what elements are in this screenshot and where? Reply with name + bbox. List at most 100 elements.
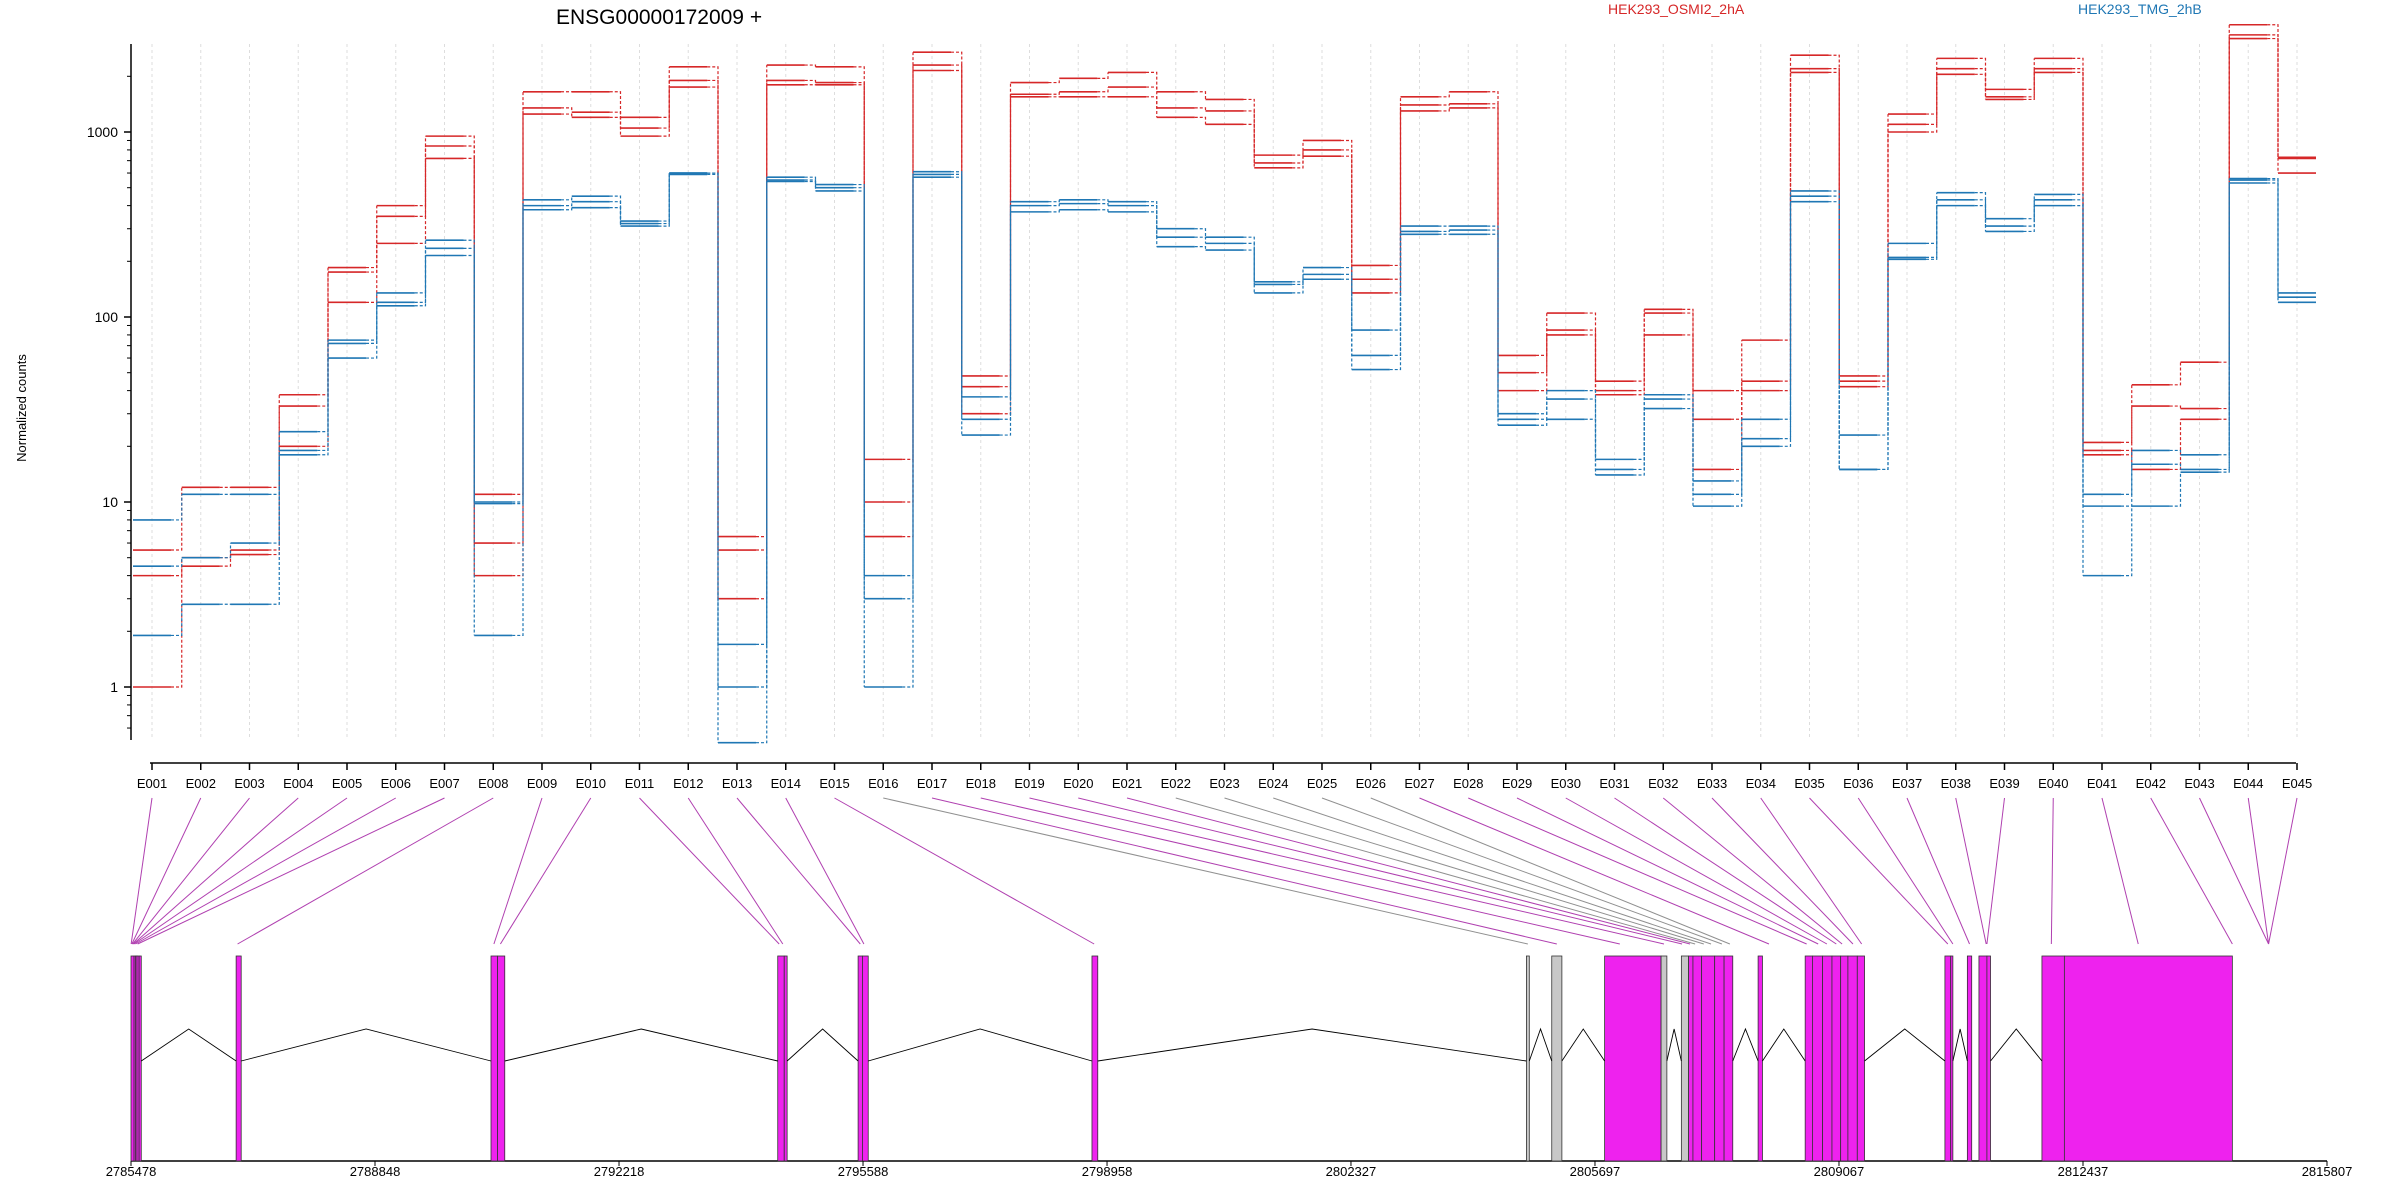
exon-block — [1950, 955, 1954, 1162]
series-connector — [1243, 123, 1255, 168]
coord-label: 2805697 — [1570, 1164, 1621, 1179]
series-connector — [2169, 419, 2182, 471]
x-tick-label-e030: E030 — [1551, 776, 1581, 791]
intron-line — [504, 1028, 778, 1062]
exon-block — [2063, 955, 2233, 1162]
series-connector — [1292, 149, 1304, 164]
series-connector — [707, 86, 719, 599]
exon-block — [1692, 955, 1703, 1162]
series-connector — [609, 116, 622, 137]
series-connector — [268, 450, 280, 605]
x-tick-label-e041: E041 — [2087, 776, 2117, 791]
series-connector — [1584, 418, 1597, 475]
series-connector — [1194, 91, 1207, 100]
series-connector — [1779, 55, 1792, 341]
exon-connector-e025 — [1321, 797, 1723, 945]
series-connector — [1731, 390, 1743, 471]
series-connector — [658, 80, 670, 129]
series-connector — [1682, 308, 1694, 391]
y-tick-label: 10 — [102, 494, 118, 510]
series-connector — [1536, 399, 1548, 420]
legend-label-tmg: HEK293_TMG_2hB — [2078, 1, 2202, 17]
series-connector — [414, 255, 427, 307]
x-tick-label-e027: E027 — [1404, 776, 1434, 791]
series-connector — [171, 487, 183, 551]
series-connector — [463, 135, 475, 495]
series-connector — [512, 209, 524, 503]
exon-block — [783, 955, 788, 1162]
series-connector — [2121, 384, 2133, 443]
x-tick-label-e042: E042 — [2136, 776, 2166, 791]
x-tick-label-e040: E040 — [2038, 776, 2068, 791]
x-tick-label-e038: E038 — [1941, 776, 1971, 791]
exon-connector-e045 — [2268, 797, 2298, 945]
exon-block — [1944, 955, 1952, 1162]
series-line-3 — [133, 34, 2316, 688]
exon-connector-e034 — [1760, 797, 1863, 945]
series-connector — [317, 340, 329, 433]
exon-block — [1526, 955, 1530, 1162]
y-tick-label: 100 — [95, 309, 119, 325]
series-connector — [1584, 398, 1597, 470]
series-connector — [1633, 334, 1645, 396]
series-connector — [414, 136, 427, 207]
x-tick-label-e015: E015 — [819, 776, 849, 791]
series-connector — [463, 145, 475, 544]
series-connector — [804, 179, 817, 188]
series-connector — [1341, 155, 1353, 293]
series-connector — [1682, 334, 1694, 470]
intron-line — [1666, 1028, 1682, 1062]
intron-line — [868, 1028, 1093, 1062]
series-connector — [2023, 58, 2035, 90]
series-connector — [561, 196, 573, 201]
x-tick-label-e037: E037 — [1892, 776, 1922, 791]
x-tick-label-e012: E012 — [673, 776, 703, 791]
series-connector — [902, 70, 914, 538]
series-connector — [1146, 96, 1158, 118]
series-connector — [1389, 104, 1402, 280]
exon-connector-e009 — [493, 797, 543, 945]
series-connector — [1341, 149, 1353, 280]
exon-connector-e044 — [2247, 797, 2270, 945]
x-tick-label-e009: E009 — [527, 776, 557, 791]
series-connector — [951, 176, 963, 436]
series-connector — [366, 305, 378, 359]
series-connector — [366, 292, 378, 341]
exon-block — [1986, 955, 1991, 1162]
series-connector — [902, 174, 914, 600]
series-connector — [1779, 196, 1792, 440]
intron-line — [1528, 1027, 1553, 1062]
series-connector — [1877, 124, 1889, 382]
series-connector — [1292, 267, 1304, 283]
series-connector — [1487, 91, 1499, 356]
series-connector — [1682, 398, 1694, 495]
series-connector — [317, 267, 329, 396]
series-connector — [414, 158, 427, 244]
exon-connector-e005 — [133, 797, 348, 945]
exon-connector-e036 — [1857, 797, 1954, 945]
coord-label: 2809067 — [1814, 1164, 1865, 1179]
series-connector — [1097, 199, 1109, 202]
series-connector — [2218, 178, 2230, 456]
intron-line — [1990, 1028, 2043, 1062]
x-tick-label-e025: E025 — [1307, 776, 1337, 791]
series-connector — [463, 239, 475, 636]
exon-connector-e020 — [1078, 797, 1683, 945]
series-connector — [171, 604, 183, 637]
series-connector — [2218, 183, 2230, 473]
series-connector — [1146, 205, 1158, 238]
exon-block — [1688, 955, 1694, 1162]
series-connector — [1584, 312, 1597, 382]
series-connector — [1146, 201, 1158, 229]
series-connector — [1731, 446, 1743, 507]
series-connector — [658, 174, 670, 227]
exon-connector-e012 — [687, 797, 784, 945]
series-connector — [1926, 192, 1938, 244]
exon-connector-e038 — [1955, 797, 1987, 945]
x-tick-label-e022: E022 — [1161, 776, 1191, 791]
series-connector — [2169, 405, 2182, 409]
exon-block — [1831, 955, 1842, 1162]
intron-line — [1732, 1027, 1759, 1062]
series-connector — [999, 94, 1012, 388]
series-connector — [219, 543, 232, 559]
